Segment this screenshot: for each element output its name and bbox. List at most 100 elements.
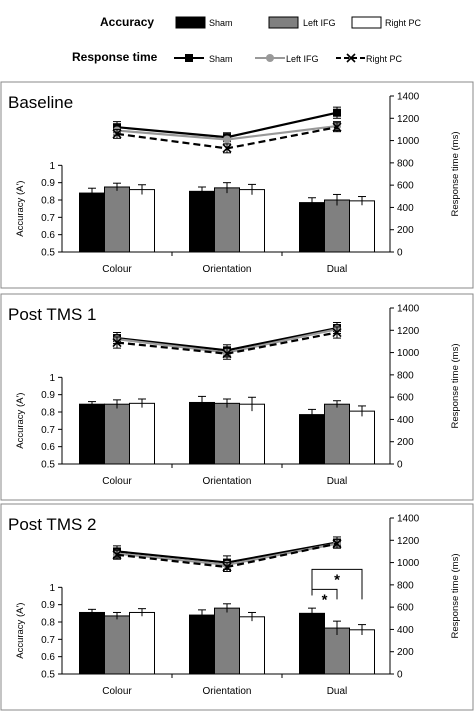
legend-label-rightpc-line: Right PC (366, 54, 403, 64)
bar (189, 190, 215, 253)
right-axis-label: Response time (ms) (450, 344, 461, 429)
right-tick-label: 800 (397, 370, 414, 381)
right-tick-label: 200 (397, 437, 414, 448)
bar (129, 402, 155, 465)
rt-point (333, 108, 341, 117)
left-axis-label: Accuracy (A') (15, 393, 26, 449)
rt-point-stroke-b (112, 550, 122, 560)
rt-point (223, 135, 231, 144)
bar (189, 614, 215, 675)
right-tick-label: 600 (397, 181, 414, 192)
bar (349, 200, 375, 253)
left-axis-label: Accuracy (A') (15, 181, 26, 237)
panel-frame-2 (0, 503, 474, 711)
bar (104, 186, 130, 253)
category-label: Colour (102, 476, 132, 487)
category-label: Colour (102, 264, 132, 275)
bar (239, 189, 265, 253)
bar (79, 403, 105, 465)
rt-point (112, 550, 122, 560)
legend-accuracy-title: Accuracy (100, 15, 154, 29)
bar (324, 199, 350, 253)
right-tick-label: 0 (397, 670, 403, 681)
chart-panels: Baseline0.50.60.70.80.910200400600800100… (0, 81, 474, 711)
right-tick-label: 1400 (397, 304, 420, 315)
right-tick-label: 600 (397, 393, 414, 404)
rt-point (332, 327, 342, 338)
right-tick-label: 800 (397, 158, 414, 169)
right-tick-label: 400 (397, 415, 414, 426)
bar (349, 410, 375, 465)
bar (299, 414, 325, 465)
bar (129, 189, 155, 253)
panel-title: Baseline (8, 93, 73, 112)
right-tick-label: 400 (397, 203, 414, 214)
panel-frame-0 (0, 81, 474, 289)
bar (299, 612, 325, 675)
category-label: Orientation (203, 264, 252, 275)
legend-label-leftifg-line: Left IFG (286, 54, 319, 64)
rt-point-stroke-b (222, 349, 232, 359)
bar (214, 187, 240, 253)
rt-point (332, 122, 342, 132)
panel-0: Baseline 0.5 0.6 0.7 0.8 0.9 1 0 200 400 600 800 100… (0, 81, 474, 289)
right-tick-label: 800 (397, 580, 414, 591)
rt-point-stroke-b (112, 337, 122, 348)
right-tick-label: 1000 (397, 348, 420, 359)
panel-2: Post TMS 2 0.5 0.6 0.7 0.8 0.9 1 0 200 400 600 800 1… (0, 503, 474, 711)
left-tick-label: 0.5 (41, 670, 55, 681)
panel-frame-1 (0, 293, 474, 501)
figure-legend: Accuracy Response time Sham Left IFG Rig… (72, 15, 422, 64)
right-tick-label: 600 (397, 603, 414, 614)
significance-bracket (311, 568, 363, 600)
legend-swatch-marker-2-stroke-b (346, 53, 356, 63)
left-axis-label: Accuracy (A') (15, 603, 26, 659)
panel-1: Post TMS 1 0.5 0.6 0.7 0.8 0.9 1 0 200 400 600 800 1… (0, 293, 474, 501)
category-label: Orientation (203, 476, 252, 487)
right-tick-label: 0 (397, 248, 403, 259)
bar (214, 402, 240, 465)
bar (104, 615, 130, 675)
left-tick-label: 0.9 (41, 178, 55, 189)
category-label: Colour (102, 686, 132, 697)
significance-label: * (322, 591, 328, 608)
left-tick-label: 1 (49, 583, 55, 594)
bar (324, 403, 350, 465)
bar (239, 616, 265, 675)
right-tick-label: 200 (397, 225, 414, 236)
rt-point-stroke-b (112, 129, 122, 139)
rt-point (222, 562, 232, 572)
right-tick-label: 1400 (397, 514, 420, 525)
left-tick-label: 0.5 (41, 460, 55, 471)
category-label: Dual (327, 686, 348, 697)
bar (129, 611, 155, 675)
right-tick-label: 1000 (397, 558, 420, 569)
category-label: Orientation (203, 686, 252, 697)
rt-point-stroke-b (222, 143, 232, 153)
rt-point (332, 539, 342, 549)
right-axis-label: Response time (ms) (450, 132, 461, 217)
right-tick-label: 1000 (397, 136, 420, 147)
rt-point-stroke-b (332, 539, 342, 549)
bar (299, 202, 325, 253)
rt-point-stroke-b (222, 562, 232, 572)
legend-swatch-marker-2 (346, 53, 356, 63)
right-tick-label: 1200 (397, 114, 420, 125)
rt-point-stroke-b (332, 327, 342, 338)
left-tick-label: 0.9 (41, 390, 55, 401)
rt-point (222, 143, 232, 153)
legend-label-sham-bar: Sham (209, 18, 233, 28)
left-tick-label: 0.9 (41, 600, 55, 611)
panel-title: Post TMS 1 (8, 305, 97, 324)
legend-swatch-marker-1 (266, 54, 274, 62)
legend-swatch-bar-2 (351, 16, 382, 29)
left-tick-label: 0.6 (41, 230, 55, 241)
legend-label-sham-line: Sham (209, 54, 233, 64)
left-tick-label: 0.7 (41, 213, 55, 224)
bar (79, 192, 105, 253)
legend-label-rightpc-bar: Right PC (385, 18, 422, 28)
category-label: Dual (327, 264, 348, 275)
left-tick-label: 0.7 (41, 635, 55, 646)
right-tick-label: 1200 (397, 326, 420, 337)
